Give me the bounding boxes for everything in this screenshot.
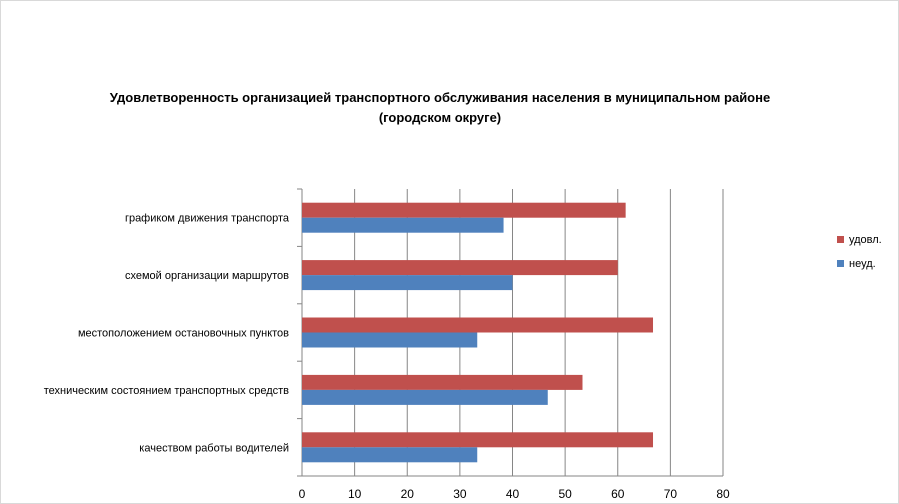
legend-swatch-0 (837, 236, 844, 243)
category-label-2: местоположением остановочных пунктов (78, 328, 289, 340)
bar-neud-2 (302, 332, 478, 348)
x-tick-label-50: 50 (558, 487, 572, 501)
x-tick-label-40: 40 (506, 487, 520, 501)
bar-udovl-1 (302, 260, 618, 276)
legend-label-1: неуд. (849, 258, 876, 270)
x-tick-label-0: 0 (299, 487, 306, 501)
x-tick-label-10: 10 (348, 487, 362, 501)
legend-swatch-1 (837, 260, 844, 267)
category-label-0: графиком движения транспорта (125, 213, 290, 225)
legend-label-0: удовл. (849, 234, 882, 246)
bar-neud-1 (302, 275, 513, 291)
x-tick-label-60: 60 (611, 487, 625, 501)
bar-udovl-0 (302, 202, 626, 218)
chart-title-line-2: (городском округе) (378, 110, 502, 125)
bar-udovl-2 (302, 317, 654, 333)
bar-udovl-3 (302, 374, 583, 390)
category-label-1: схемой организации маршрутов (125, 270, 289, 282)
x-tick-label-20: 20 (401, 487, 415, 501)
category-label-4: качеством работы водителей (139, 442, 289, 454)
chart-title: Удовлетворенность организацией транспорт… (60, 88, 820, 128)
x-tick-label-80: 80 (716, 487, 730, 501)
bar-udovl-4 (302, 432, 654, 448)
category-label-3: техническим состоянием транспортных сред… (44, 385, 289, 397)
x-tick-label-70: 70 (664, 487, 678, 501)
bar-neud-3 (302, 389, 548, 405)
x-tick-label-30: 30 (453, 487, 467, 501)
bar-neud-0 (302, 217, 504, 233)
bar-neud-4 (302, 447, 478, 463)
chart-title-line-1: Удовлетворенность организацией транспорт… (109, 90, 771, 105)
